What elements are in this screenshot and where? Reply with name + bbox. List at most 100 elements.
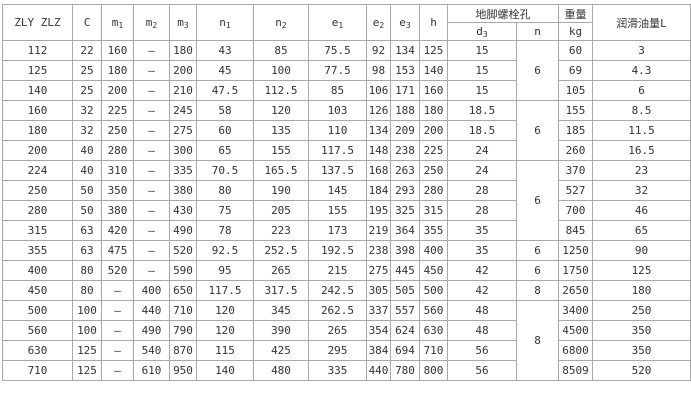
oil-cell: 32 — [592, 180, 691, 201]
oil-cell: 180 — [592, 280, 691, 301]
table-cell: 225 — [101, 100, 134, 121]
table-cell: 125 — [72, 360, 102, 381]
table-cell: 225 — [419, 140, 448, 161]
header-h: h — [419, 4, 448, 41]
table-cell: 520 — [169, 240, 197, 261]
table-cell: 75.5 — [308, 40, 367, 61]
table-cell: 137.5 — [308, 160, 367, 181]
table-cell: 50 — [72, 180, 102, 201]
table-cell: 112 — [2, 40, 73, 61]
table-cell: 180 — [419, 100, 448, 121]
table-cell: 445 — [390, 260, 420, 281]
weight-cell: 60 — [558, 40, 593, 61]
table-cell: 160 — [101, 40, 134, 61]
table-cell: 56 — [447, 360, 517, 381]
table-cell: 205 — [253, 200, 309, 221]
table-cell: 293 — [390, 180, 420, 201]
table-cell: 134 — [390, 40, 420, 61]
table-row: 280 50 380—430 75 205 155 195 325 315 28 700 46 — [2, 200, 691, 221]
table-cell: 355 — [419, 220, 448, 241]
table-cell: 400 — [419, 240, 448, 261]
table-cell: 35 — [447, 240, 517, 261]
table-cell: 125 — [419, 40, 448, 61]
table-cell: 80 — [196, 180, 254, 201]
table-cell: 440 — [366, 360, 391, 381]
table-cell: 180 — [101, 60, 134, 81]
table-row: 200 40 280—300 65 155 117.5 148 238 225 24 260 16.5 — [2, 140, 691, 161]
table-cell: 364 — [390, 220, 420, 241]
table-cell: — — [133, 80, 170, 101]
table-cell: 350 — [101, 180, 134, 201]
header-m1: m1 — [101, 4, 134, 41]
bolt-count-cell: 6 — [516, 100, 559, 161]
oil-cell: 8.5 — [592, 100, 691, 121]
weight-cell: 527 — [558, 180, 593, 201]
table-cell: 100 — [253, 60, 309, 81]
table-cell: 58 — [196, 100, 254, 121]
header-m3: m3 — [169, 4, 197, 41]
table-cell: 32 — [72, 100, 102, 121]
weight-cell: 155 — [558, 100, 593, 121]
oil-cell: 23 — [592, 160, 691, 181]
weight-cell: 700 — [558, 200, 593, 221]
table-cell: 870 — [169, 340, 197, 361]
table-cell: 125 — [72, 340, 102, 361]
table-row: 630 125—540 870 115 425 295 384 694 710 56 6800 350 — [2, 340, 691, 361]
table-cell: 223 — [253, 220, 309, 241]
table-row: 560 100—490 790 120 390 265 354 624 630 48 4500 350 — [2, 320, 691, 341]
table-cell: 80 — [72, 280, 102, 301]
table-cell: 210 — [169, 80, 197, 101]
table-cell: 25 — [72, 80, 102, 101]
table-cell: 335 — [308, 360, 367, 381]
table-cell: 45 — [196, 60, 254, 81]
bolt-count-cell: 8 — [516, 300, 559, 381]
header-n2: n2 — [253, 4, 309, 41]
table-cell: 238 — [390, 140, 420, 161]
table-cell: — — [101, 320, 134, 341]
table-cell: — — [133, 40, 170, 61]
table-cell: 40 — [72, 160, 102, 181]
bolt-count-cell: 6 — [516, 260, 559, 281]
table-cell: 188 — [390, 100, 420, 121]
table-cell: 42 — [447, 260, 517, 281]
oil-cell: 3 — [592, 40, 691, 61]
table-cell: 500 — [419, 280, 448, 301]
table-row: 112 22 160—180 43 85 75.5 92 134 125 15 6 60 3 — [2, 40, 691, 101]
table-cell: 140 — [196, 360, 254, 381]
table-cell: 80 — [72, 260, 102, 281]
table-cell: 168 — [366, 160, 391, 181]
table-cell: 120 — [196, 300, 254, 321]
weight-cell: 845 — [558, 220, 593, 241]
table-cell: 430 — [169, 200, 197, 221]
table-cell: 300 — [169, 140, 197, 161]
table-cell: 305 — [366, 280, 391, 301]
table-cell: 275 — [169, 120, 197, 141]
table-cell: 400 — [2, 260, 73, 281]
table-cell: 50 — [72, 200, 102, 221]
table-cell: 200 — [169, 60, 197, 81]
table-cell: 153 — [390, 60, 420, 81]
table-cell: 173 — [308, 220, 367, 241]
table-cell: 15 — [447, 80, 517, 101]
table-cell: 200 — [101, 80, 134, 101]
table-cell: — — [101, 360, 134, 381]
table-cell: — — [133, 240, 170, 261]
table-cell: 42 — [447, 280, 517, 301]
table-cell: 630 — [419, 320, 448, 341]
table-cell: 398 — [390, 240, 420, 261]
table-cell: 75 — [196, 200, 254, 221]
table-cell: 200 — [419, 120, 448, 141]
table-body: 112 22 160—180 43 85 75.5 92 134 125 15 6 60 3 125 25 1… — [2, 40, 691, 381]
table-cell: — — [133, 60, 170, 81]
table-row: 125 25 180—200 45 100 77.5 98 153 140 15 69 4.3 — [2, 60, 691, 81]
oil-cell: 65 — [592, 220, 691, 241]
table-cell: 800 — [419, 360, 448, 381]
bolt-count-cell: 8 — [516, 280, 559, 301]
table-row: 400 80 520—590 95 265 215 275 445 450 42 6 1750 125 — [2, 260, 691, 281]
header-n1: n1 — [196, 4, 254, 41]
table-cell: — — [133, 200, 170, 221]
table-cell: 280 — [101, 140, 134, 161]
table-cell: 710 — [419, 340, 448, 361]
table-cell: — — [101, 300, 134, 321]
table-cell: 40 — [72, 140, 102, 161]
